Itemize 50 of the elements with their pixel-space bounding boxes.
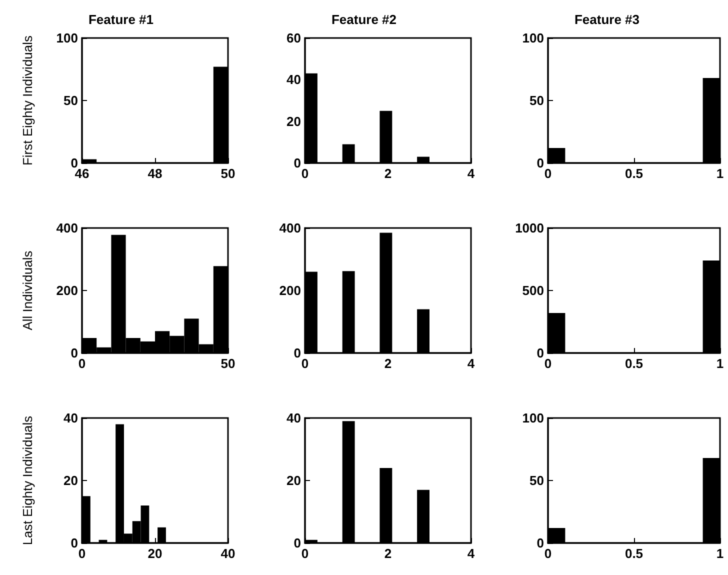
y-tick-label: 400 <box>279 220 301 236</box>
y-tick-label: 100 <box>522 410 544 426</box>
y-tick-label: 50 <box>64 93 78 108</box>
y-axis-title: All Individuals <box>20 250 35 330</box>
x-tick-label: 2 <box>384 546 392 561</box>
x-tick-label: 4 <box>467 166 476 181</box>
y-axis-title: First Eighty Individuals <box>20 34 35 166</box>
y-tick-label: 0 <box>536 156 544 170</box>
y-tick-label: 200 <box>56 283 78 298</box>
y-tick-label: 50 <box>530 473 544 488</box>
x-tick-label: 4 <box>467 546 476 561</box>
y-tick-label: 0 <box>294 156 301 170</box>
y-tick-label: 40 <box>286 410 301 426</box>
y-axis-title: Last Eighty Individuals <box>20 415 35 546</box>
y-tick-label: 200 <box>279 283 301 298</box>
x-tick-label: 50 <box>220 356 236 371</box>
x-tick-label: 1 <box>716 356 724 371</box>
x-tick-label: 48 <box>148 166 162 181</box>
chart-title: Feature #2 <box>331 12 397 27</box>
chart-title: Feature #3 <box>574 12 640 27</box>
chart-title: Feature #1 <box>88 12 154 27</box>
y-tick-label: 100 <box>522 30 544 46</box>
y-tick-label: 20 <box>286 473 301 488</box>
y-tick-label: 50 <box>530 93 544 108</box>
x-tick-label: 2 <box>384 166 392 181</box>
y-tick-label: 0 <box>536 536 544 550</box>
y-tick-label: 60 <box>286 30 301 46</box>
y-tick-label: 0 <box>294 536 301 550</box>
y-tick-label: 1000 <box>515 220 544 236</box>
x-tick-label: 1 <box>716 166 724 181</box>
y-tick-label: 20 <box>286 114 301 129</box>
x-tick-label: 1 <box>716 546 724 561</box>
y-tick-label: 0 <box>294 346 301 360</box>
y-tick-label: 100 <box>56 30 78 46</box>
y-tick-label: 500 <box>522 283 544 298</box>
y-tick-label: 20 <box>64 473 78 488</box>
x-tick-label: 20 <box>148 546 162 561</box>
x-tick-label: 4 <box>467 356 476 371</box>
x-tick-label: 50 <box>220 166 236 181</box>
x-tick-label: 0.5 <box>624 166 644 181</box>
x-tick-label: 2 <box>384 356 392 371</box>
y-tick-label: 40 <box>64 410 78 426</box>
y-tick-label: 0 <box>70 346 78 360</box>
x-tick-label: 0.5 <box>624 546 644 561</box>
y-tick-label: 0 <box>536 346 544 360</box>
x-tick-label: 0.5 <box>624 356 644 371</box>
x-tick-label: 40 <box>220 546 236 561</box>
y-tick-label: 40 <box>286 72 301 88</box>
y-tick-label: 400 <box>56 220 78 236</box>
y-tick-label: 0 <box>70 536 78 550</box>
